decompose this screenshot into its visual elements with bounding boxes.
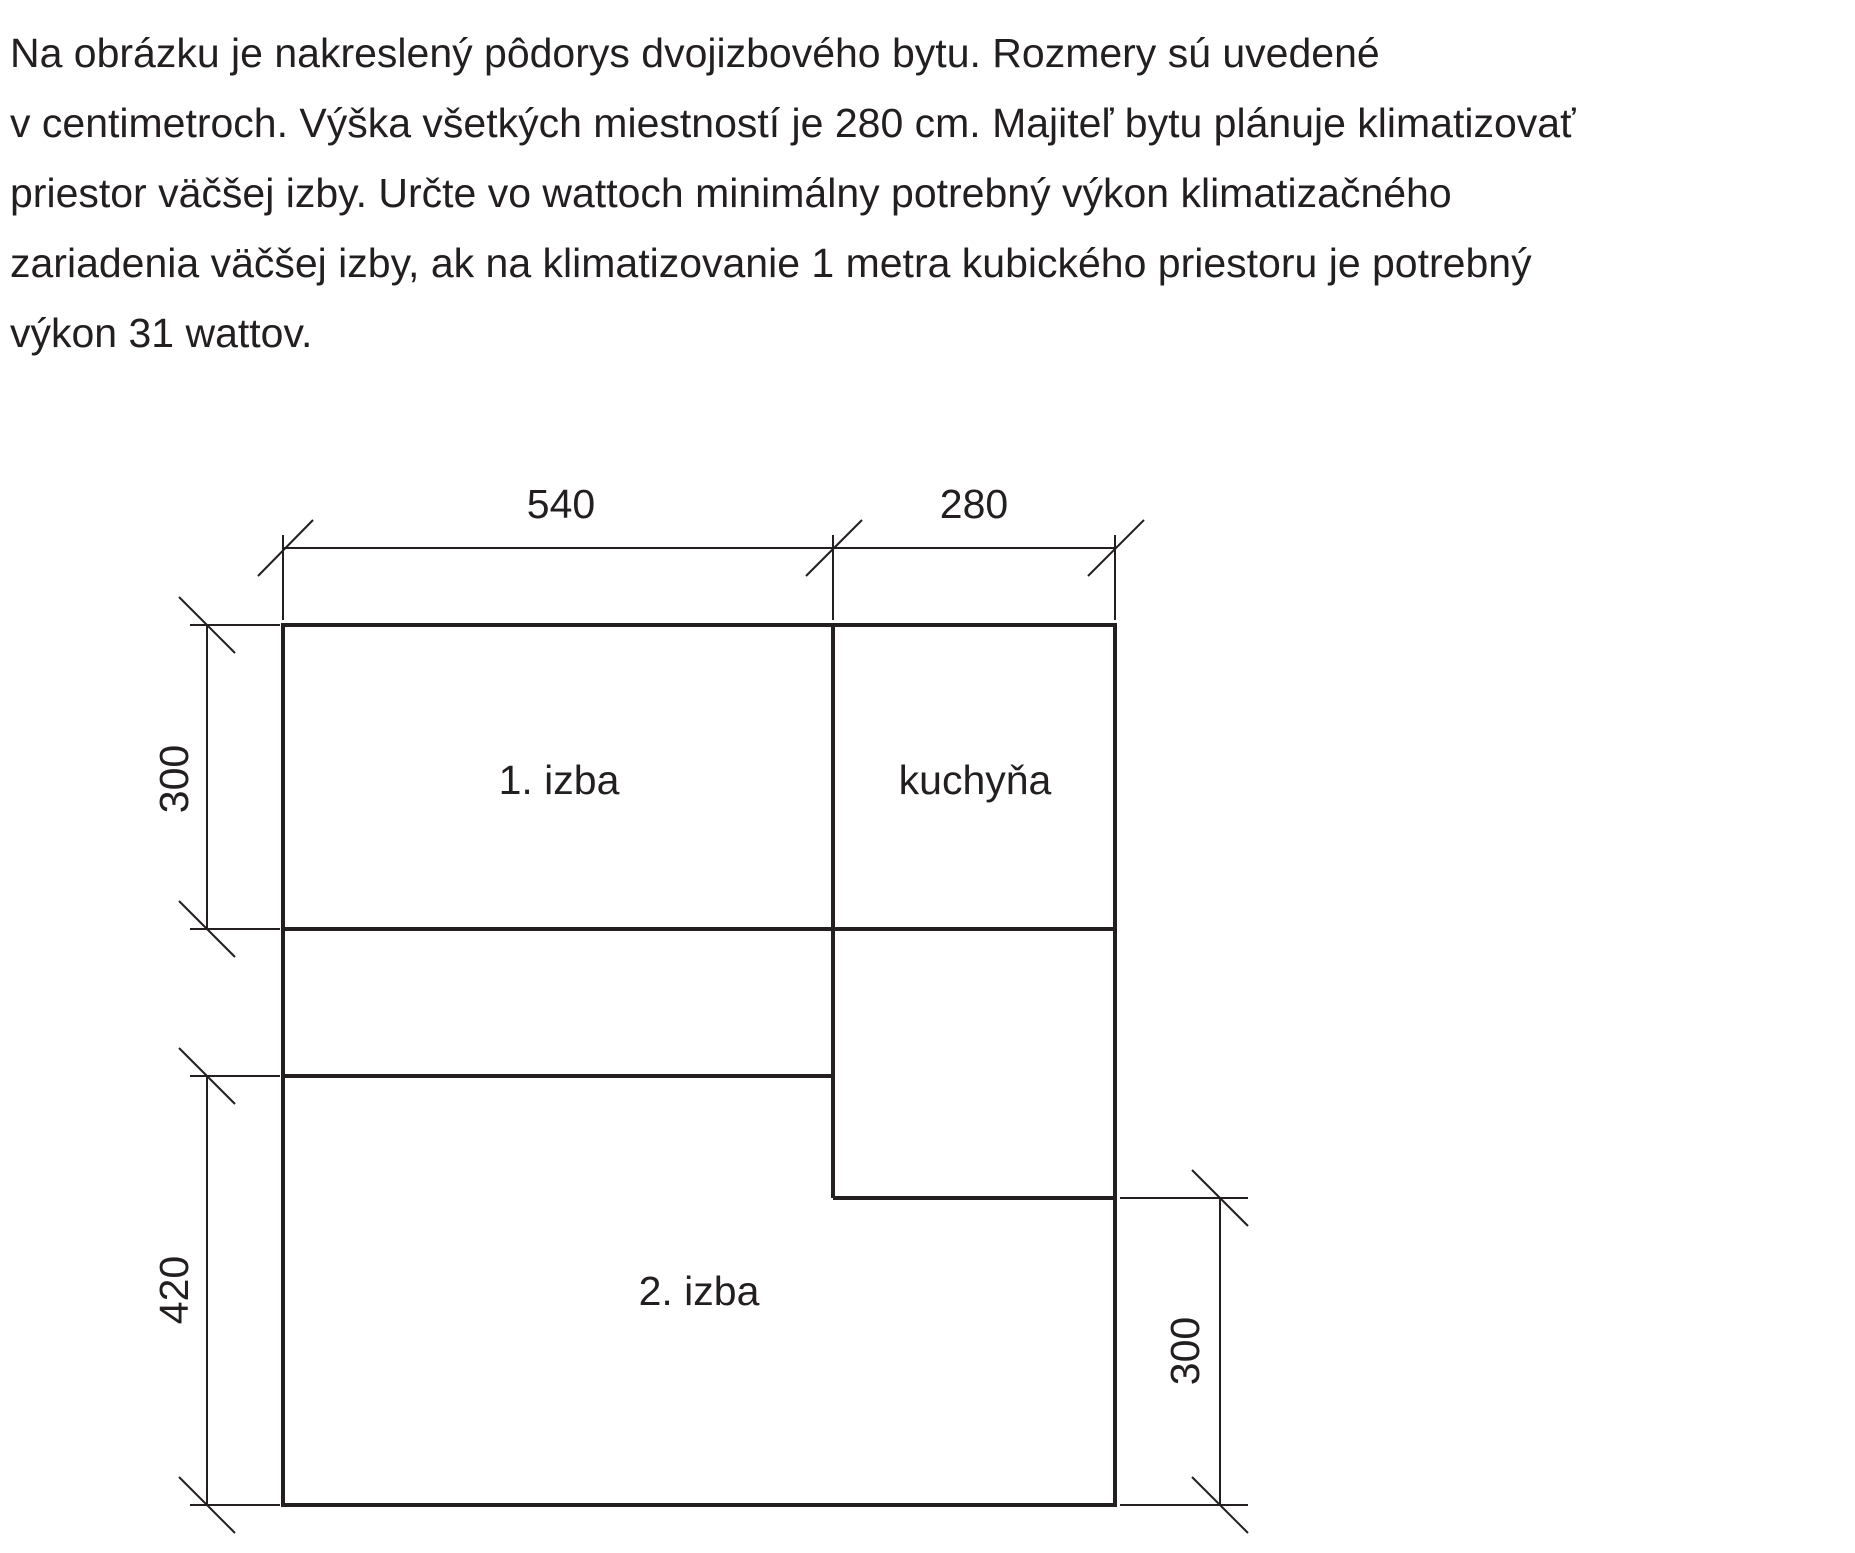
dimension-label-540: 540 (527, 481, 595, 527)
room-label-2-izba: 2. izba (639, 1268, 760, 1314)
dimension-label-300-left: 300 (151, 745, 197, 813)
dimension-label-280: 280 (940, 481, 1008, 527)
dimension-tick (805, 519, 863, 577)
floor-plan-walls (281, 623, 1117, 1507)
left-bottom-dimension: 420 (151, 1047, 280, 1534)
problem-line-4: zariadenia väčšej izby, ak na klimatizov… (10, 240, 1532, 286)
dimension-tick (257, 519, 314, 577)
problem-line-3: priestor väčšej izby. Určte vo wattoch m… (10, 170, 1452, 216)
right-bottom-dimension: 300 (1120, 1169, 1249, 1534)
room-label-kuchyna: kuchyňa (899, 757, 1052, 803)
problem-statement: Na obrázku je nakreslený pôdorys dvojizb… (10, 18, 1830, 368)
problem-line-5: výkon 31 wattov. (10, 310, 313, 356)
dimension-tick (178, 1476, 236, 1534)
dimension-label-300-right: 300 (1162, 1317, 1208, 1385)
dimension-tick (178, 1047, 236, 1105)
dimension-label-420: 420 (151, 1256, 197, 1324)
dimension-tick (178, 900, 236, 958)
dimension-tick (178, 596, 236, 654)
outer-wall (281, 623, 1117, 1507)
room-label-1-izba: 1. izba (499, 757, 620, 803)
dimension-tick (1191, 1169, 1249, 1227)
left-top-dimension: 300 (151, 596, 280, 958)
problem-line-1: Na obrázku je nakreslený pôdorys dvojizb… (10, 30, 1380, 76)
problem-line-2: v centimetroch. Výška všetkých miestnost… (10, 100, 1576, 146)
dimension-tick (1087, 519, 1145, 577)
top-dimension: 540 280 (257, 481, 1145, 620)
dimension-tick (1191, 1476, 1249, 1534)
